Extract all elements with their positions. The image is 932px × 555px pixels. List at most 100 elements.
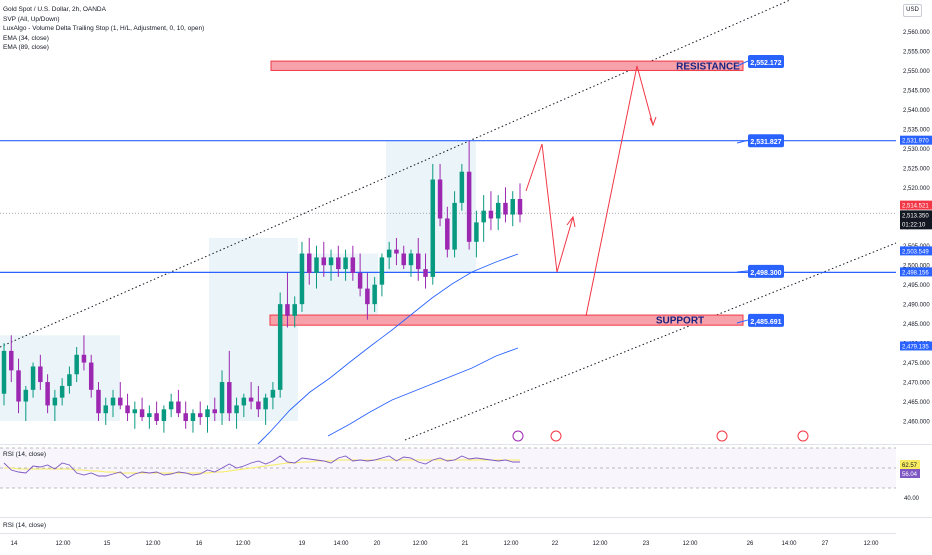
candle-body xyxy=(350,257,356,273)
time-tick-label: 27 xyxy=(822,541,829,547)
candle-body xyxy=(227,382,232,414)
currency-button[interactable]: USD xyxy=(903,4,922,17)
price-tick-label: 2,555.000 xyxy=(903,49,930,55)
projection-arrowhead xyxy=(566,215,576,228)
projection-arrowhead xyxy=(649,116,657,127)
candle-body xyxy=(132,409,138,414)
candle-body xyxy=(139,409,145,418)
candle-body xyxy=(495,202,501,219)
price-tag-bg xyxy=(900,135,932,145)
candle-body xyxy=(197,413,203,418)
candle-body xyxy=(168,401,174,410)
rsi2-label: RSI (14, close) xyxy=(3,522,46,529)
candle-body xyxy=(30,366,36,390)
candle-body xyxy=(234,405,239,414)
candle-body xyxy=(452,202,457,250)
candle-body xyxy=(394,249,399,254)
candle-body xyxy=(423,269,428,277)
projection-path xyxy=(585,65,654,317)
rsi-tag-label: 56.04 xyxy=(902,472,918,478)
candle-body xyxy=(445,218,450,250)
flag-event-icon xyxy=(797,430,809,442)
candle-body xyxy=(205,409,210,418)
indicator-luxalgo[interactable]: LuxAlgo - Volume Delta Trailing Stop (1,… xyxy=(3,25,205,32)
price-tag-countdown: 01:22:10 xyxy=(902,222,926,228)
candle-body xyxy=(328,257,334,266)
candle-body xyxy=(241,397,247,406)
price-tag-label: 2,513.350 xyxy=(902,213,929,219)
indicator-svp[interactable]: SVP (All, Up/Down) xyxy=(3,15,60,23)
level-label-bg xyxy=(748,134,784,148)
time-tick-label: 20 xyxy=(374,541,381,547)
candle-body xyxy=(96,389,101,414)
time-tick-label: 14:00 xyxy=(333,541,349,547)
candle-body xyxy=(474,222,479,242)
time-tick-label: 12:00 xyxy=(235,541,251,547)
candle-body xyxy=(147,413,152,418)
price-tag-bg xyxy=(900,267,932,277)
zone-resistance xyxy=(270,60,744,71)
candle-body xyxy=(270,389,276,398)
zone-support xyxy=(269,314,744,326)
candle-body xyxy=(219,382,225,414)
rsi-label: RSI (14, close) xyxy=(3,451,46,458)
candle-body xyxy=(38,366,43,383)
level-label: 2,498.300 xyxy=(750,270,781,277)
candle-body xyxy=(481,210,486,223)
candle-body xyxy=(357,272,363,289)
price-tag-label: 2,498.156 xyxy=(902,270,929,276)
candle-body xyxy=(365,288,370,305)
time-tick-label: 16 xyxy=(196,541,203,547)
price-tick-label: 2,460.000 xyxy=(903,420,930,426)
level-label: 2,552.172 xyxy=(750,60,781,67)
flash-event-icon xyxy=(512,430,524,442)
price-tag-label: 2,531.970 xyxy=(902,139,929,145)
symbol-title[interactable]: Gold Spot / U.S. Dollar, 2h, OANDA xyxy=(3,6,106,13)
candle-body xyxy=(292,304,297,316)
ema-89-line xyxy=(327,347,519,437)
indicator-ema-89[interactable]: EMA (89, close) xyxy=(3,44,49,51)
time-tick-label: 14 xyxy=(11,541,18,547)
price-tick-label: 2,485.000 xyxy=(903,322,930,328)
level-connector xyxy=(736,139,749,144)
price-tick-label: 2,530.000 xyxy=(903,147,930,153)
flag-event-icon xyxy=(716,430,728,442)
candle-body xyxy=(110,397,116,406)
time-tick-label: 12:00 xyxy=(503,541,519,547)
level-connector xyxy=(736,270,749,273)
indicator-ema-34[interactable]: EMA (34, close) xyxy=(3,34,49,42)
price-tag-bg xyxy=(900,246,932,256)
price-tag-label: 2,503.549 xyxy=(902,249,929,255)
candle-body xyxy=(430,179,436,277)
time-tick-label: 14:00 xyxy=(781,541,797,547)
price-tag-label: 2,479.135 xyxy=(902,344,929,350)
candle-body xyxy=(459,171,465,203)
candle-body xyxy=(503,202,508,215)
rsi-tag-bg xyxy=(900,460,920,469)
time-tick-label: 21 xyxy=(462,541,469,547)
candle-body xyxy=(52,397,58,406)
time-tick-label: 12:00 xyxy=(863,541,879,547)
candle-body xyxy=(408,253,414,266)
candle-body xyxy=(190,413,196,421)
rsi-tick-label: 40.00 xyxy=(904,496,920,502)
candle-body xyxy=(59,385,65,398)
channel-lower-line xyxy=(404,242,897,441)
rsi-line xyxy=(3,455,520,479)
rsi-tag-label: 62.57 xyxy=(902,463,918,469)
level-label: 2,485.691 xyxy=(750,319,781,326)
price-tick-label: 2,535.000 xyxy=(903,127,930,133)
candle-body xyxy=(401,253,406,266)
candle-body xyxy=(118,397,123,406)
candle-body xyxy=(488,210,494,219)
price-tick-label: 2,550.000 xyxy=(903,69,930,75)
candle-body xyxy=(285,304,290,316)
price-tick-label: 2,465.000 xyxy=(903,400,930,406)
level-label-bg xyxy=(748,264,784,278)
level-connector xyxy=(736,319,749,324)
price-tick-label: 2,495.000 xyxy=(903,283,930,289)
candle-body xyxy=(466,171,472,242)
candle-body xyxy=(263,397,268,410)
